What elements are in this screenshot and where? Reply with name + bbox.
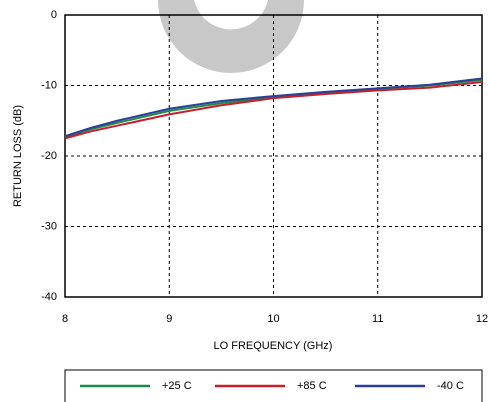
x-tick-label: 11 — [372, 313, 383, 325]
series-line — [64, 77, 483, 138]
legend-label: -40 C — [437, 380, 464, 392]
plot-frame — [64, 14, 483, 298]
y-tick-label: -40 — [41, 291, 57, 303]
series-line — [64, 80, 483, 140]
legend-label: +85 C — [297, 380, 327, 392]
y-tick-label: 0 — [51, 9, 57, 21]
x-axis-label: LO FREQUENCY (GHz) — [214, 340, 333, 352]
x-tick-label: 10 — [267, 313, 279, 325]
y-axis-label: RETURN LOSS (dB) — [12, 105, 24, 207]
x-tick-label: 9 — [166, 313, 172, 325]
x-tick-label: 8 — [62, 313, 68, 325]
legend-box — [64, 369, 483, 402]
x-tick-label: 12 — [476, 313, 488, 325]
y-tick-label: -20 — [41, 150, 57, 162]
watermark — [158, 0, 304, 73]
y-tick-label: -30 — [41, 220, 57, 232]
legend-label: +25 C — [162, 380, 192, 392]
y-tick-label: -10 — [41, 79, 57, 91]
